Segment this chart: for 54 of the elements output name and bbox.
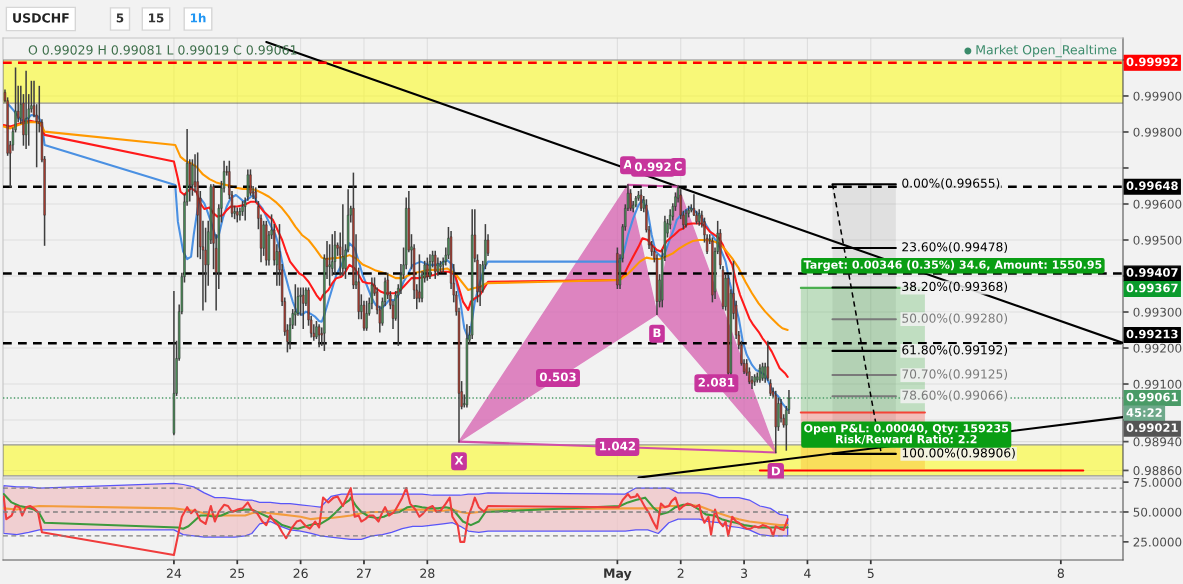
annotation: 2.081 [698, 377, 735, 387]
ref-line-label: 0.99407 [1126, 268, 1178, 277]
annotation: 0.503 [539, 372, 576, 382]
text: 45:22 [1126, 408, 1162, 417]
text: 5 [116, 13, 124, 23]
y-tick-label: 25.0000 [1133, 537, 1182, 547]
annotation: Market Open_Realtime [976, 44, 1117, 58]
y-tick-label: 0.99500 [1133, 235, 1182, 245]
annotation: 0.992 [634, 162, 671, 172]
text: 15 [149, 13, 164, 23]
ref-line-label: 0.99648 [1126, 181, 1178, 191]
annotation: 1.042 [600, 441, 636, 451]
x-tick-label: 2 [677, 568, 684, 578]
y-tick-label: 0.99900 [1133, 91, 1182, 101]
x-tick-label: 3 [741, 568, 748, 579]
x-tick-label: 8 [1057, 568, 1064, 579]
x-tick-label: 27 [356, 568, 371, 578]
series-label: 38.20%(0.99368) [902, 281, 1008, 293]
x-tick-label: 4 [804, 568, 811, 578]
y-tick-label: 50.0000 [1133, 507, 1182, 517]
annotation: Open P&L: 0.00040, Qty: 159235 Risk/Reward Ratio: 2.2 [804, 424, 1009, 445]
y-tick-label: 0.99800 [1133, 127, 1182, 137]
x-tick-label: May [604, 568, 632, 581]
ref-line-label: 0.99061 [1126, 392, 1178, 402]
annotation: B [653, 328, 661, 338]
y-tick-label: 0.98940 [1133, 437, 1182, 447]
y-tick-label: 0.98860 [1133, 466, 1182, 476]
series-label: 100.00%(0.98906) [902, 447, 1015, 459]
annotation: D [771, 466, 781, 476]
y-tick-label: 0.99300 [1133, 307, 1182, 317]
annotation: Target: 0.00346 (0.35%) 34.6, Amount: 1550.95 [803, 260, 1102, 272]
text: 1h [190, 13, 206, 23]
x-tick-label: 28 [420, 568, 435, 579]
chart-title: USDCHF [13, 13, 69, 23]
series-label: 70.70%(0.99125) [902, 369, 1008, 381]
x-tick-label: 26 [293, 568, 308, 579]
annotation: A [623, 159, 633, 169]
series-label: 50.00%(0.99280) [902, 313, 1008, 325]
y-tick-label: 0.99600 [1133, 199, 1182, 209]
y-tick-label: 75.0000 [1133, 477, 1182, 487]
y-tick-label: 0.99200 [1133, 343, 1182, 353]
series-label: 61.80%(0.99192) [902, 345, 1008, 356]
annotation: X [454, 455, 464, 465]
ref-line-label: 0.99992 [1126, 57, 1178, 67]
series-label: 0.00%(0.99655) [902, 178, 1000, 190]
ref-line-label: 0.99213 [1126, 329, 1178, 339]
text: 0.99367 [1126, 283, 1178, 293]
text: 0.99021 [1126, 423, 1178, 432]
series-label: 23.60%(0.99478) [902, 242, 1008, 253]
series-label: 78.60%(0.99066) [902, 390, 1008, 402]
y-tick-label: 0.99100 [1133, 379, 1182, 389]
x-tick-label: 25 [230, 568, 245, 579]
x-tick-label: 5 [867, 568, 874, 579]
x-tick-label: 24 [166, 568, 182, 578]
